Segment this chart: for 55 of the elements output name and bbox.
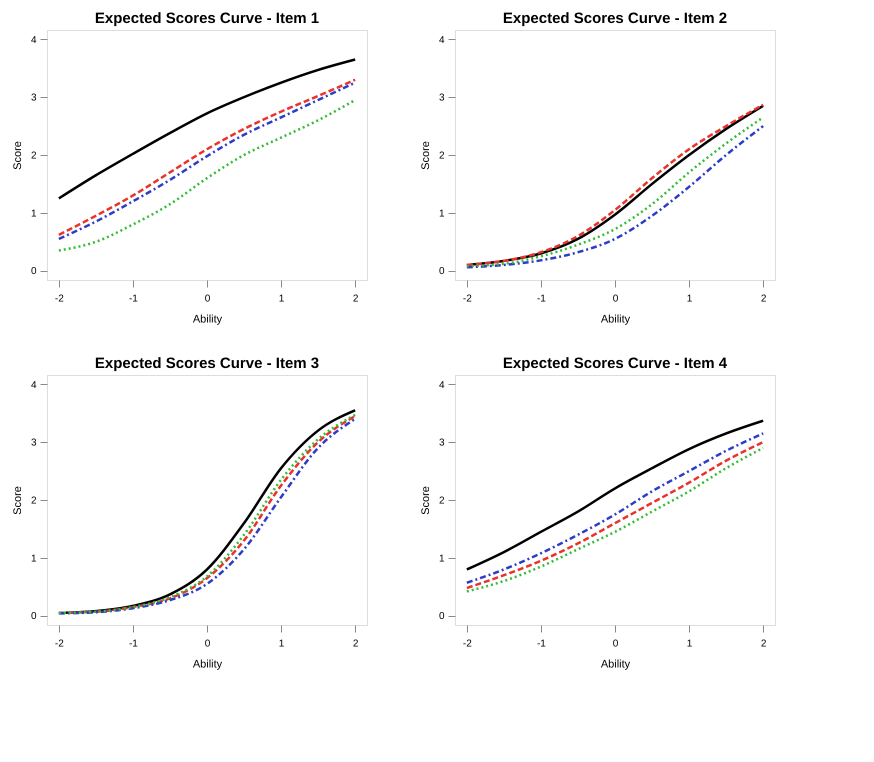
x-tick-label: 0 [204,294,211,304]
y-tick-label: 0 [30,611,37,622]
y-tick-label: 2 [30,496,37,506]
y-axis-title: Score [12,486,24,515]
y-tick-label: 2 [30,150,37,162]
x-tick-label: 0 [612,638,619,650]
x-tick-label: 1 [686,638,693,650]
x-tick-label: -2 [462,638,472,650]
x-axis-title: Ability [192,314,223,326]
x-tick-label: 2 [760,638,767,650]
y-tick-label: 2 [438,150,445,162]
chart-title: Expected Scores Curve - Item 3 [94,355,320,372]
x-axis-title: Ability [600,314,631,326]
y-tick-label: 1 [30,208,37,220]
x-tick-label: 2 [352,294,359,304]
x-tick-label: 1 [686,294,693,304]
y-tick-label: 0 [438,266,445,278]
y-tick-label: 0 [30,266,37,278]
y-tick-label: 4 [438,380,445,391]
y-tick-label: 3 [30,92,37,104]
x-tick-label: -1 [536,294,546,304]
x-tick-label: 1 [278,638,285,650]
x-tick-label: -2 [462,294,472,304]
x-tick-label: 0 [612,294,619,304]
chart-title: Expected Scores Curve - Item 2 [502,10,728,27]
y-axis-title: Score [12,141,24,170]
y-axis-title: Score [420,141,432,170]
y-tick-label: 1 [30,553,37,564]
y-tick-label: 3 [438,438,445,449]
line-series [58,58,356,200]
x-tick-label: -1 [536,638,546,650]
y-tick-label: 0 [438,611,445,622]
y-tick-label: 3 [438,92,445,104]
x-tick-label: 1 [278,294,285,304]
chart-title: Expected Scores Curve - Item 4 [502,355,728,372]
y-tick-label: 4 [438,34,445,46]
y-tick-label: 1 [438,208,445,220]
x-tick-label: 2 [760,294,767,304]
line-series [466,419,764,571]
y-tick-label: 4 [30,34,37,46]
line-series [58,98,356,252]
x-tick-label: -1 [128,638,138,650]
y-tick-label: 3 [30,438,37,449]
y-tick-label: 4 [30,380,37,391]
x-axis-title: Ability [192,658,223,670]
x-tick-label: -1 [128,294,138,304]
x-tick-label: 0 [204,638,211,650]
x-tick-label: 2 [352,638,359,650]
x-tick-label: -2 [54,294,64,304]
y-axis-title: Score [420,486,432,515]
x-axis-title: Ability [600,658,631,670]
y-tick-label: 2 [438,496,445,506]
y-tick-label: 1 [438,553,445,564]
x-tick-label: -2 [54,638,64,650]
chart-title: Expected Scores Curve - Item 1 [94,10,320,27]
